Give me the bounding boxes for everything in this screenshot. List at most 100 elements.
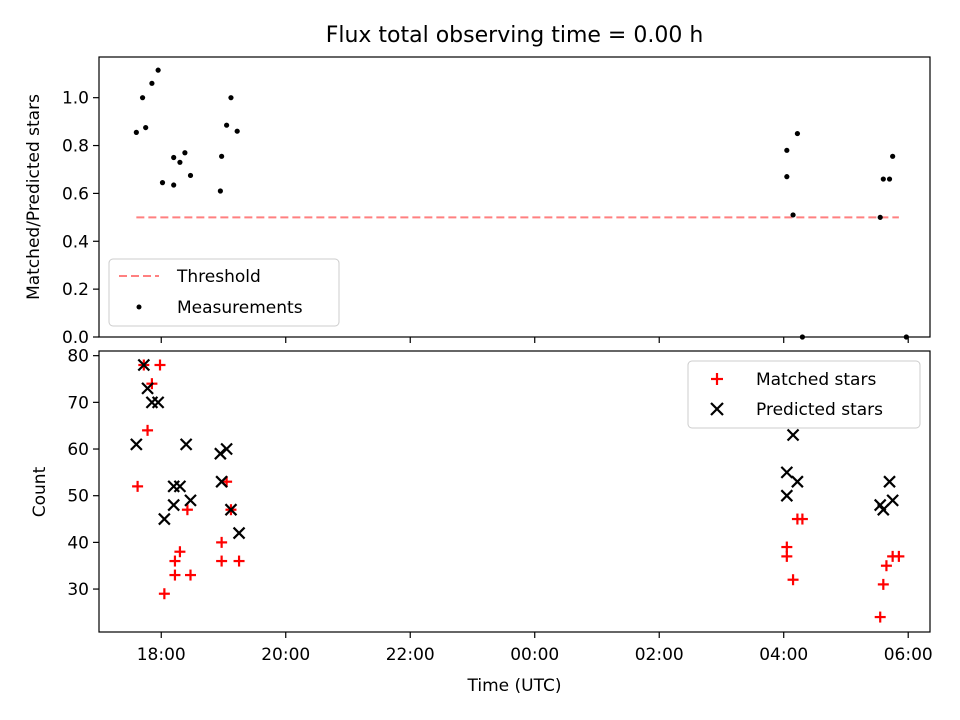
top-y-tick-label: 0.2 bbox=[62, 280, 89, 300]
measurement-point bbox=[171, 154, 177, 161]
bottom-y-ticks: 30 40 50 60 70 80 bbox=[67, 347, 99, 600]
x-b bbox=[137, 358, 151, 372]
predicted-star-point bbox=[886, 494, 899, 507]
measurement-point bbox=[133, 129, 139, 135]
predicted-star-point bbox=[151, 396, 165, 409]
predicted-star-point bbox=[179, 438, 193, 451]
x-b bbox=[883, 475, 896, 488]
top-y-tick-label: 1.0 bbox=[62, 89, 89, 109]
top-y-tick-label: 0.4 bbox=[62, 232, 89, 252]
predicted-star-point bbox=[232, 526, 246, 540]
top-x-ticks bbox=[160, 337, 909, 343]
predicted-star-point bbox=[173, 480, 187, 493]
bottom-y-tick-label: 50 bbox=[67, 487, 89, 507]
bottom-y-tick-label: 60 bbox=[67, 440, 89, 460]
measurement-point bbox=[799, 334, 805, 340]
x-b bbox=[167, 498, 180, 512]
x-tick-label: 00:00 bbox=[510, 645, 559, 665]
predicted-star-point bbox=[786, 428, 800, 442]
matched-star-point bbox=[216, 536, 228, 548]
predicted-star-point bbox=[224, 503, 238, 516]
x-b bbox=[215, 475, 228, 488]
matched-star-point bbox=[132, 480, 144, 492]
measurement-point bbox=[784, 147, 790, 153]
top-y-axis-label: Matched/Predicted stars bbox=[24, 94, 44, 300]
predicted-star-point bbox=[184, 494, 197, 507]
x-tick-label: 02:00 bbox=[635, 645, 684, 665]
predicted-star-point bbox=[220, 442, 233, 456]
matched-star-point bbox=[142, 424, 154, 436]
bottom-x-ticks: 18:00 20:00 22:00 00:00 02:00 04:00 06:00 bbox=[137, 632, 933, 665]
measurement-point bbox=[149, 80, 155, 86]
matched-star-point bbox=[154, 359, 166, 371]
measurement-point bbox=[177, 159, 183, 165]
predicted-star-point bbox=[215, 475, 228, 488]
matched-star-point bbox=[877, 578, 889, 590]
measurement-point bbox=[790, 212, 796, 218]
x-b bbox=[130, 438, 143, 451]
x-b bbox=[224, 503, 238, 516]
measurements-legend-label: Measurements bbox=[177, 298, 303, 318]
x-b bbox=[220, 442, 233, 456]
top-legend-box bbox=[108, 258, 340, 327]
matched-star-point bbox=[169, 569, 181, 581]
predicted-legend-label: Predicted stars bbox=[756, 400, 883, 420]
measurements-legend-swatch bbox=[136, 304, 142, 310]
x-b bbox=[214, 447, 227, 460]
predicted-star-point bbox=[780, 466, 794, 479]
measurement-point bbox=[155, 67, 161, 73]
top-y-tick-label: 0.0 bbox=[62, 328, 89, 348]
x-tick-label: 04:00 bbox=[759, 645, 808, 665]
x-b bbox=[173, 480, 187, 493]
matched-star-point bbox=[893, 550, 905, 562]
predicted-legend-swatch bbox=[710, 402, 724, 416]
x-tick-label: 20:00 bbox=[261, 645, 310, 665]
matched-star-point bbox=[880, 560, 892, 572]
matched-star-point bbox=[796, 513, 808, 525]
x-b bbox=[780, 489, 794, 502]
bottom-panel: 30 40 50 60 70 80 18:00 20:00 22:00 00:00 02:00 04… bbox=[30, 347, 933, 696]
x-b bbox=[780, 466, 794, 479]
measurement-point bbox=[886, 176, 893, 182]
predicted-star-point bbox=[883, 475, 896, 488]
x-b bbox=[184, 494, 197, 507]
bottom-y-tick-label: 30 bbox=[67, 580, 89, 600]
matched-star-point bbox=[169, 555, 181, 567]
measurement-point bbox=[217, 188, 223, 194]
x-b bbox=[877, 503, 890, 516]
x-tick-label: 06:00 bbox=[884, 645, 933, 665]
measurement-point bbox=[219, 153, 225, 159]
x-axis-label: Time (UTC) bbox=[467, 676, 562, 696]
top-y-ticks: 0.0 0.2 0.4 0.6 0.8 1.0 bbox=[62, 89, 99, 348]
predicted-star-point bbox=[877, 503, 890, 516]
matched-star-point bbox=[216, 555, 228, 567]
matched-star-point bbox=[233, 555, 245, 567]
threshold-legend-label: Threshold bbox=[176, 267, 261, 287]
x-b bbox=[786, 428, 800, 442]
top-y-tick-label: 0.8 bbox=[62, 137, 89, 157]
x-b bbox=[151, 396, 165, 409]
matched-star-point bbox=[174, 546, 186, 558]
top-y-tick-label: 0.6 bbox=[62, 184, 89, 204]
x-tick-label: 22:00 bbox=[386, 645, 435, 665]
measurement-point bbox=[890, 153, 896, 159]
predicted-star-point bbox=[137, 358, 151, 372]
matched-star-point bbox=[787, 574, 799, 586]
measurement-point bbox=[224, 122, 230, 128]
measurement-point bbox=[182, 150, 188, 156]
predicted-star-point bbox=[791, 475, 804, 488]
matched-star-point bbox=[158, 588, 170, 600]
matched-legend-swatch bbox=[711, 373, 723, 385]
predicted-star-point bbox=[780, 489, 794, 502]
x-b bbox=[886, 494, 899, 507]
matched-star-point bbox=[181, 504, 193, 516]
measurement-point bbox=[228, 95, 234, 101]
predicted-star-point bbox=[141, 382, 154, 395]
predicted-star-point bbox=[130, 438, 143, 451]
measurement-point bbox=[877, 214, 883, 220]
predicted-star-point bbox=[158, 512, 171, 526]
measurement-point bbox=[880, 176, 886, 182]
x-b bbox=[158, 512, 171, 526]
measurements-layer bbox=[133, 67, 909, 340]
measurement-point bbox=[159, 180, 166, 186]
